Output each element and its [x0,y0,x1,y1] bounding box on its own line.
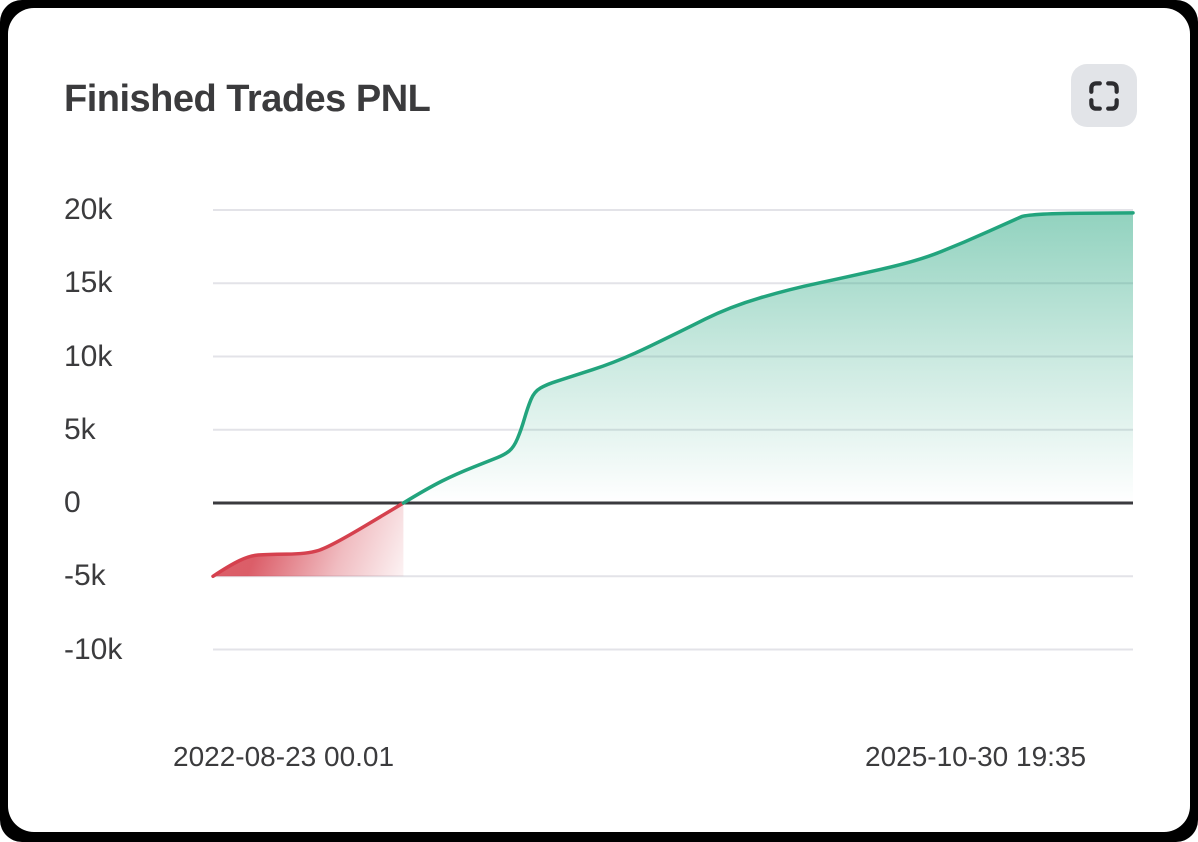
y-tick-label: 10k [64,339,113,373]
pnl-chart-svg [211,209,1135,651]
x-tick-label: 2022-08-23 00.01 [173,741,395,772]
pnl-card: Finished Trades PNL [8,8,1190,832]
x-tick-label: 2025-10-30 19:35 [865,741,1087,772]
y-tick-label: -5k [64,559,106,593]
y-tick-label: 15k [64,266,113,300]
expand-button[interactable] [1071,64,1137,127]
y-tick-label: -10k [64,632,123,666]
fullscreen-corners-icon [1085,77,1123,115]
y-tick-label: 5k [64,412,96,446]
page-title: Finished Trades PNL [64,78,431,120]
pnl-chart: 20k 15k 10k 5k 0 -5k -10k 2022-08-23 00.01 2025… [8,8,1190,832]
y-tick-label: 0 [64,486,81,519]
y-tick-label: 20k [64,193,113,226]
